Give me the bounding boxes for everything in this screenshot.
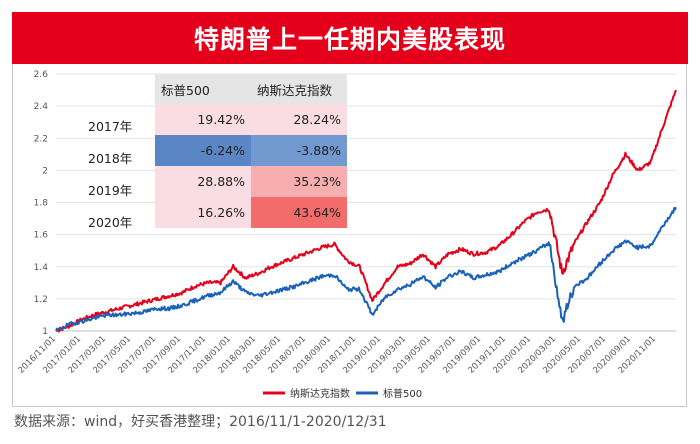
cell-nasdaq: -3.88%: [251, 135, 347, 166]
header-sp500: 标普500: [155, 74, 251, 104]
table-row: 28.88% 35.23%: [155, 166, 347, 197]
y-tick-label: 2.2: [34, 134, 48, 144]
header-nasdaq: 纳斯达克指数: [251, 74, 347, 104]
annual-return-table: 标普500 纳斯达克指数 19.42% 28.24% -6.24% -3.88% 28.…: [155, 74, 347, 228]
cell-sp500: 28.88%: [155, 166, 251, 197]
legend-label: 标普500: [383, 387, 422, 400]
line-chart: 11.21.41.61.822.22.42.62016/11/012017/01…: [16, 70, 677, 400]
series-line-sp500: [55, 206, 677, 332]
y-tick-label: 1: [42, 327, 48, 337]
row-year-label: 2018年: [88, 151, 133, 166]
table-row: 19.42% 28.24%: [155, 104, 347, 135]
cell-sp500: 19.42%: [155, 104, 251, 135]
table-header-row: 标普500 纳斯达克指数: [155, 74, 347, 104]
legend-label: 纳斯达克指数: [290, 387, 350, 400]
title-bar: 特朗普上一任期内美股表现: [12, 12, 688, 64]
y-tick-label: 1.4: [34, 263, 49, 273]
y-tick-label: 2.4: [34, 102, 49, 112]
y-tick-label: 2.6: [34, 70, 49, 80]
cell-sp500: -6.24%: [155, 135, 251, 166]
cell-nasdaq: 35.23%: [251, 166, 347, 197]
row-year-label: 2017年: [88, 119, 133, 134]
cell-nasdaq: 28.24%: [251, 104, 347, 135]
page-title: 特朗普上一任期内美股表现: [193, 25, 506, 54]
y-tick-label: 2: [42, 166, 48, 176]
cell-nasdaq: 43.64%: [251, 197, 347, 228]
row-year-label: 2020年: [88, 215, 133, 230]
table-row: 16.26% 43.64%: [155, 197, 347, 228]
row-year-label: 2019年: [88, 183, 133, 198]
chart-frame: [12, 64, 687, 407]
data-source-note: 数据来源：wind，好买香港整理；2016/11/1-2020/12/31: [14, 414, 387, 430]
cell-sp500: 16.26%: [155, 197, 251, 228]
table-row: -6.24% -3.88%: [155, 135, 347, 166]
y-tick-label: 1.2: [34, 295, 48, 305]
series-line-nasdaq: [55, 89, 677, 333]
y-tick-label: 1.6: [34, 231, 49, 241]
y-tick-label: 1.8: [34, 199, 49, 209]
